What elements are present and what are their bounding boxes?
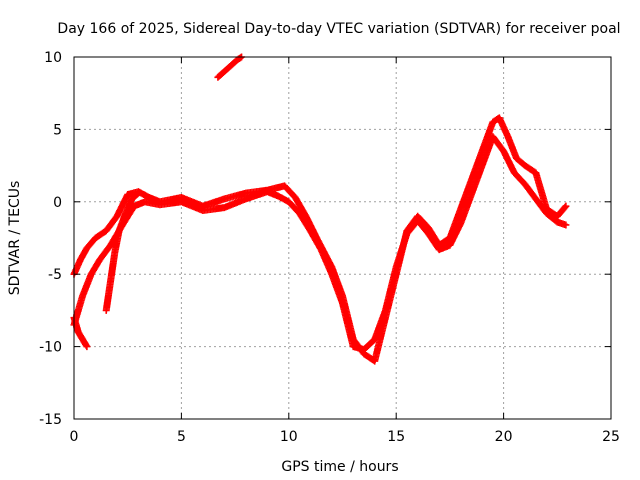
- data-point: [133, 190, 141, 198]
- x-tick-label: 20: [495, 429, 513, 445]
- grid-lines: [74, 57, 611, 419]
- data-point: [562, 202, 570, 210]
- data-point: [83, 343, 91, 351]
- x-tick-label: 25: [602, 429, 620, 445]
- data-point: [134, 189, 142, 197]
- axis-ticks: [73, 56, 612, 420]
- x-tick-labels: 0 5 10 15 20 25: [70, 429, 620, 445]
- x-tick-label: 10: [280, 429, 298, 445]
- y-axis-title: SDTVAR / TECUs: [7, 181, 23, 296]
- series-track-4: [102, 189, 142, 314]
- y-tick-label: 0: [53, 195, 62, 211]
- y-tick-labels: -15 -10 -5 0 5 10: [39, 50, 62, 428]
- x-tick-label: 15: [387, 429, 405, 445]
- plot-frame: [73, 56, 612, 420]
- x-tick-label: 5: [177, 429, 186, 445]
- x-axis-title: GPS time / hours: [281, 459, 398, 475]
- y-tick-label: -15: [39, 412, 62, 428]
- data-points: [70, 53, 570, 365]
- y-tick-label: 5: [53, 122, 62, 138]
- data-point: [561, 203, 569, 211]
- y-tick-label: -5: [48, 267, 62, 283]
- data-point: [562, 221, 570, 229]
- x-tick-label: 0: [70, 429, 79, 445]
- y-tick-label: -10: [39, 340, 62, 356]
- y-tick-label: 10: [44, 50, 62, 66]
- chart-title: Day 166 of 2025, Sidereal Day-to-day VTE…: [57, 21, 620, 37]
